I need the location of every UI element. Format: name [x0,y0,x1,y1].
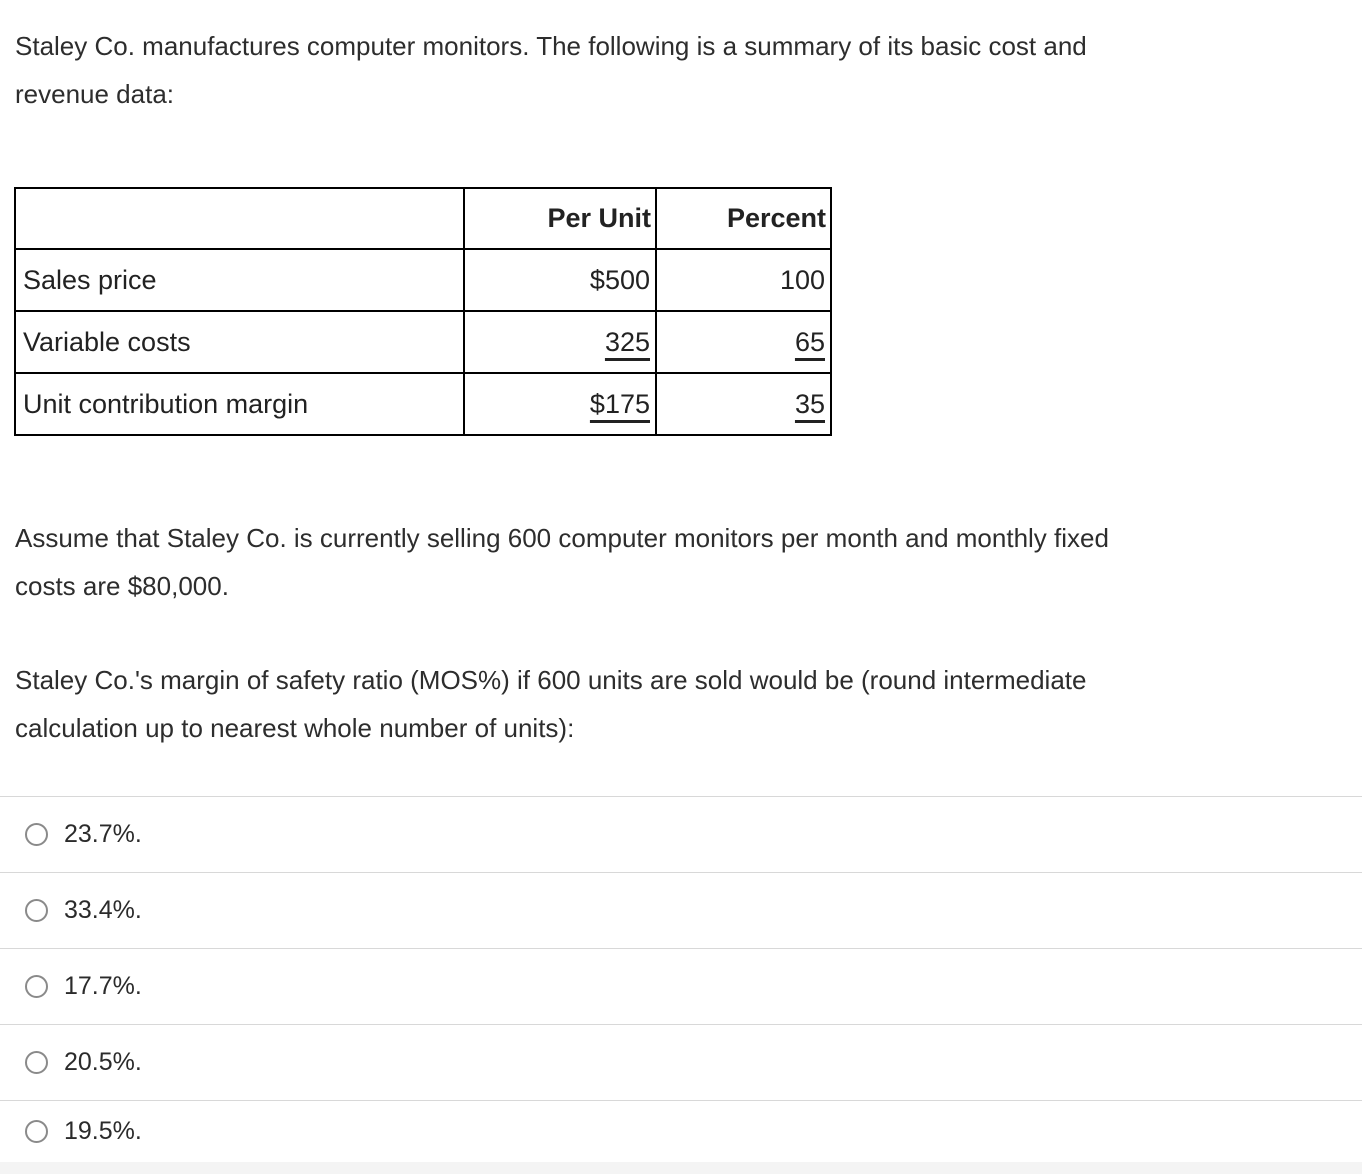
intro-line-2: revenue data: [15,79,175,109]
answer-option-1[interactable]: 23.7%. [0,796,1362,872]
cost-revenue-table: Per Unit Percent Sales price $500 100 Va… [14,187,832,436]
question-text: Staley Co.'s margin of safety ratio (MOS… [15,656,1362,752]
answer-option-label: 23.7%. [64,820,142,848]
answer-option-3[interactable]: 17.7%. [0,948,1362,1024]
radio-button-icon[interactable] [25,899,48,922]
assumption-text: Assume that Staley Co. is currently sell… [15,514,1362,610]
sales-price-per-unit: $500 [463,248,657,312]
table-row: Variable costs 325 65 [14,310,832,374]
radio-button-icon[interactable] [25,975,48,998]
answer-option-label: 20.5%. [64,1048,142,1076]
table-row: Unit contribution margin $175 35 [14,372,832,436]
radio-button-icon[interactable] [25,1120,48,1143]
sales-price-percent: 100 [655,248,832,312]
intro-text: Staley Co. manufactures computer monitor… [15,22,1362,118]
row-label-variable-costs: Variable costs [14,310,465,374]
assumption-line-2: costs are $80,000. [15,571,229,601]
variable-costs-per-unit: 325 [463,310,657,374]
contribution-margin-percent: 35 [655,372,832,436]
answer-options: 23.7%. 33.4%. 17.7%. 20.5%. 19.5%. [0,796,1362,1162]
question-line-1: Staley Co.'s margin of safety ratio (MOS… [15,665,1087,695]
answer-option-5[interactable]: 19.5%. [0,1100,1362,1162]
table-header-row: Per Unit Percent [14,187,832,250]
variable-costs-percent: 65 [655,310,832,374]
answer-option-2[interactable]: 33.4%. [0,872,1362,948]
header-empty [14,187,465,250]
intro-line-1: Staley Co. manufactures computer monitor… [15,31,1087,61]
row-label-sales-price: Sales price [14,248,465,312]
assumption-line-1: Assume that Staley Co. is currently sell… [15,523,1109,553]
table-row: Sales price $500 100 [14,248,832,312]
answer-option-label: 17.7%. [64,972,142,1000]
radio-button-icon[interactable] [25,1051,48,1074]
answer-option-4[interactable]: 20.5%. [0,1024,1362,1100]
radio-button-icon[interactable] [25,823,48,846]
question-line-2: calculation up to nearest whole number o… [15,713,575,743]
answer-option-label: 33.4%. [64,896,142,924]
footer-strip [0,1162,1362,1174]
contribution-margin-per-unit: $175 [463,372,657,436]
header-per-unit: Per Unit [463,187,657,250]
header-percent: Percent [655,187,832,250]
row-label-unit-contribution-margin: Unit contribution margin [14,372,465,436]
answer-option-label: 19.5%. [64,1117,142,1145]
